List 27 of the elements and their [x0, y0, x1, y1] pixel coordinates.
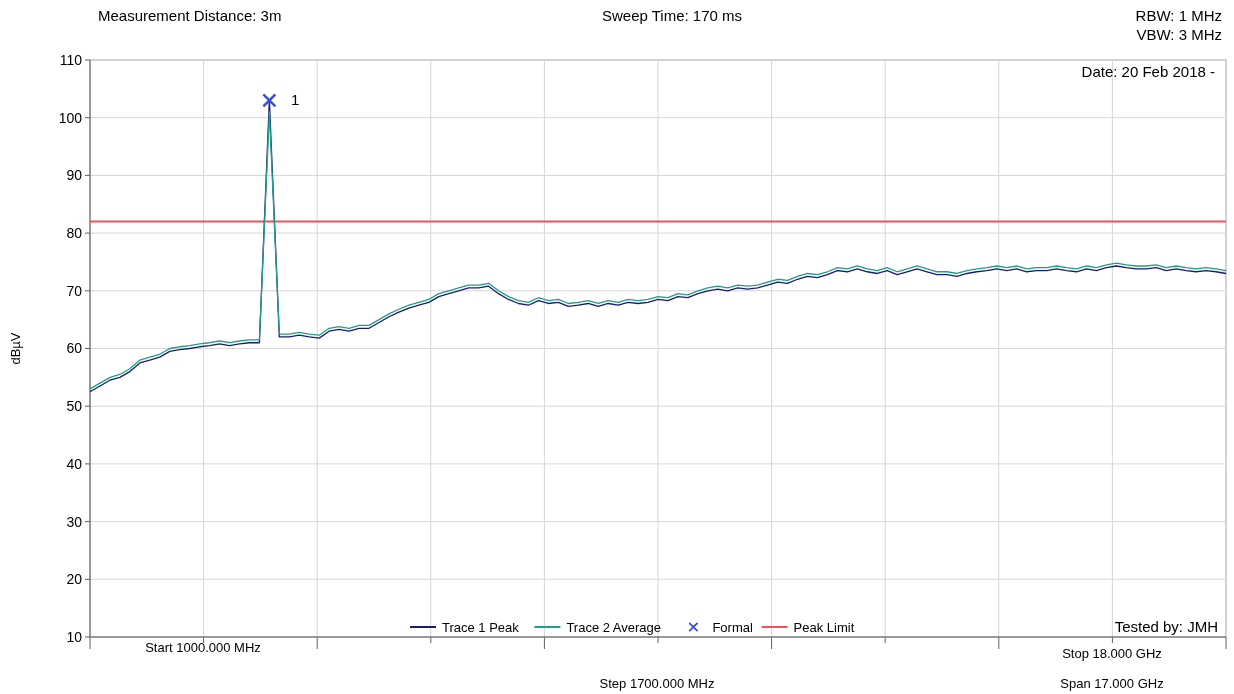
text: VBW: 3 MHz: [1136, 26, 1222, 43]
text: Sweep Time: 170 ms: [601, 7, 743, 24]
y-tick-label: 20: [66, 571, 83, 588]
text: Measurement Distance: 3m: [98, 7, 282, 24]
y-tick-label: 70: [66, 282, 83, 299]
text: Stop 18.000 GHz: [1062, 646, 1162, 661]
y-tick-label: 30: [66, 513, 83, 530]
text: RBW: 1 MHz: [1135, 7, 1222, 24]
text: Start 1000.000 MHz: [145, 640, 261, 655]
legend-label: Trace 1 Peak: [442, 619, 520, 635]
y-tick-label: 50: [66, 398, 83, 415]
y-tick-label: 110: [59, 51, 83, 68]
y-axis-title: dBµV: [8, 332, 23, 365]
y-tick-label: 90: [66, 167, 83, 184]
y-tick-label: 10: [66, 628, 83, 645]
legend-label: Trace 2 Average: [566, 619, 662, 635]
y-tick-label: 40: [66, 455, 83, 472]
text: Span 17.000 GHz: [1060, 676, 1164, 691]
annotation: Tested by: JMH: [1114, 618, 1218, 635]
annotation: Date: 20 Feb 2018 -: [1081, 63, 1215, 80]
y-tick-label: 80: [66, 225, 83, 241]
y-tick-label: 60: [66, 340, 83, 357]
y-tick-label: 100: [58, 109, 83, 126]
text: Step 1700.000 MHz: [599, 676, 715, 691]
annotation: 1: [291, 91, 300, 108]
legend-label: Peak Limit: [793, 619, 855, 635]
legend-label: Formal: [712, 619, 753, 635]
